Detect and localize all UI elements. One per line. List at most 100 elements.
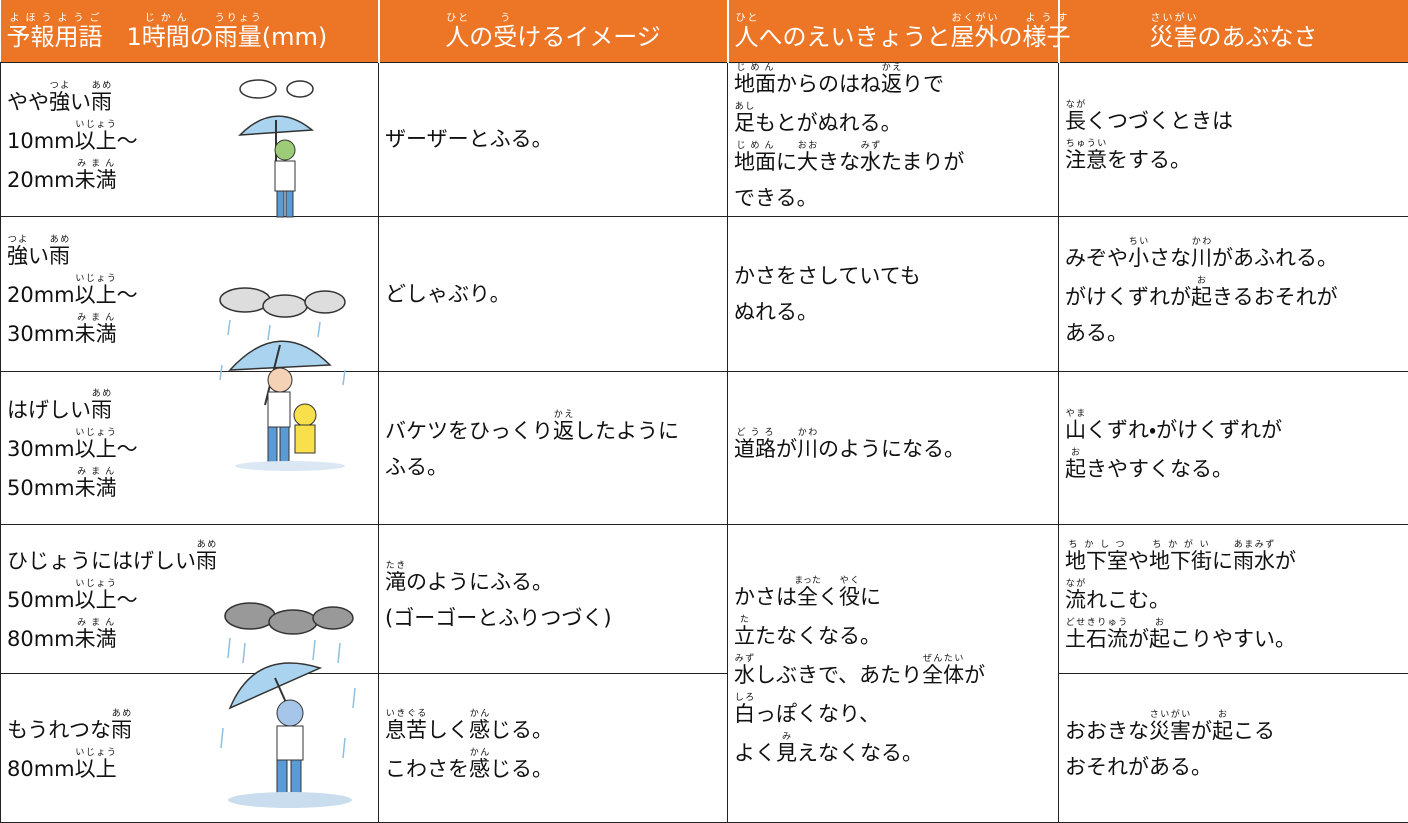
ruby-base: 感 [469,756,490,781]
ruby-reading: いじょう [74,747,117,758]
ruby-word: 雨水あまみず [1233,540,1275,573]
text: したように [574,419,679,443]
ruby-reading: かえ [881,62,902,73]
cell: 息苦いきぐるしく感かんじる。 こわさを感かんじる。 [378,672,728,823]
ruby-word: 雨あめ [49,235,70,268]
text: が [1128,627,1149,651]
text: のあぶなさ [1197,23,1318,52]
text: もうれつな [7,717,111,742]
ruby-word: 感かん [469,748,490,781]
text-line: 立たたなくなる。 [734,615,1052,654]
ruby-reading: よほうようご [6,13,103,25]
ruby-word: 小ちい [1128,237,1149,270]
ruby-word: 未満みまん [75,467,117,500]
text: かさをさしていても [734,263,921,288]
text-line: 注意ちゅういをする。 [1065,139,1402,178]
text-line: はげしい雨あめ [7,389,372,428]
cell: みぞや小ちいさな川かわがあふれる。 がけくずれが起おきるおそれがある。 [1058,215,1408,372]
ruby-reading: お [1191,275,1212,286]
cell: 道路どうろが川かわのようになる。 [727,370,1059,525]
ruby-base: 以上 [74,283,117,307]
text: みぞや [1065,245,1128,270]
ruby-reading: つよ [49,80,70,91]
ruby-word: 雨あめ [196,540,217,573]
text-line: みぞや小ちいさな川かわがあふれる。 [1065,237,1402,276]
cell: どしゃぶり。 [378,215,728,372]
text-line: 人ひとへのえいきょうと屋外おくがいの様子ようす [734,13,1071,54]
text: たなくなる。 [755,623,881,648]
ruby-word: 屋外おくがい [951,14,999,52]
ruby-base: 以上 [74,756,117,781]
text-line: 強つよい雨あめ [7,235,372,274]
text: をする。 [1107,148,1191,172]
ruby-word: 白しろ [734,693,755,726]
ruby-word: 役やく [839,576,860,609]
ruby-reading: なが [1065,579,1086,589]
text: からのはね [776,71,881,96]
ruby-base: 雨 [49,244,70,268]
text: 1 [102,23,142,52]
ruby-word: 水みず [860,141,881,174]
text: おおきな [1065,719,1149,743]
text: しぶきで、あたり [755,662,923,687]
ruby-reading: じかん [141,13,190,25]
ruby-word: 川かわ [797,428,818,461]
text: 50mm [7,588,75,612]
ruby-base: 人 [734,23,759,52]
ruby-base: 未満 [74,627,117,651]
text-line: 土石流どせきりゅうが起おこりやすい。 [1065,618,1402,657]
ruby-reading: お [1212,710,1233,720]
text: の [189,23,214,52]
text: たまりが [881,149,965,174]
ruby-word: 土石流どせきりゅう [1065,618,1128,651]
ruby-base: 土石流 [1065,627,1128,651]
ruby-base: 地面 [734,71,776,96]
ruby-base: 水 [860,149,881,174]
ruby-reading: ちかがい [1149,540,1212,550]
ruby-reading: やま [1065,408,1086,419]
text-line: がけくずれが起おきるおそれが [1065,276,1402,315]
ruby-reading: ちい [1128,236,1149,247]
ruby-base: 雨 [91,398,112,422]
cell: 山やまくずれ・がけくずれが 起おきやすくなる。 [1058,370,1408,525]
ruby-word: 感かん [469,709,490,742]
cell: やや強つよい雨あめ 10mm以上いじょう〜 20mm未満みまん [0,61,379,217]
text: (ゴーゴーとふりつづく) [385,606,612,630]
text: がけくずれが [1065,284,1191,309]
text: よく [734,740,776,765]
ruby-base: 災害 [1149,23,1198,52]
ruby-word: 様子ようす [1023,14,1071,52]
text-line: 80mm以上いじょう [7,748,372,787]
ruby-word: 雨あめ [91,81,112,114]
ruby-base: 予報用語 [6,23,103,52]
ruby-word: 起お [1065,448,1086,481]
ruby-reading: ぜんたい [922,653,965,664]
ruby-word: 強つよ [7,235,28,268]
ruby-word: 足あし [734,102,755,135]
header-cell: 人ひとの受うけるイメージ [378,0,729,63]
ruby-reading: いじょう [74,428,117,438]
ruby-word: 起お [1149,618,1170,651]
ruby-reading: つよ [7,235,28,245]
text-line: やや強つよい雨あめ [7,81,372,120]
text-line: どしゃぶり。 [385,276,721,312]
ruby-reading: あし [734,101,755,112]
ruby-word: 道路どうろ [734,428,776,461]
ruby-word: 以上いじょう [74,748,117,781]
ruby-word: 地面じめん [734,63,776,96]
ruby-reading: まった [794,575,821,586]
ruby-reading: あめ [91,80,112,91]
ruby-base: 地下室 [1065,549,1128,573]
text: ある。 [1065,320,1128,345]
text-line: 50mm以上いじょう〜 [7,579,372,618]
ruby-word: 未満みまん [74,618,117,651]
ruby-reading: ひと [734,13,759,25]
text: じる。 [490,756,553,781]
text: ぬれる。 [734,299,818,324]
ruby-word: 長なが [1065,100,1086,133]
cell: 地面じめんからのはね返かえりで 足あしもとがぬれる。 地面じめんに大おおきな水みずた… [727,61,1059,217]
ruby-word: 以上いじょう [75,120,117,153]
ruby-base: 川 [1191,245,1212,270]
